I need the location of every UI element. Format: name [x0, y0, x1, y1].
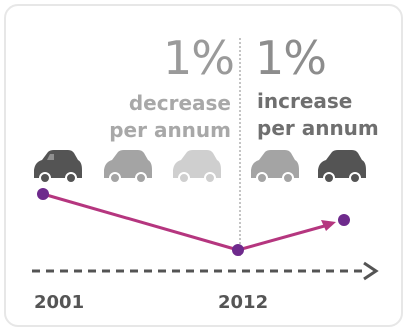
car-icon — [34, 150, 82, 184]
year-end: 2012 — [218, 292, 269, 313]
start-marker — [37, 188, 49, 200]
low-marker — [232, 244, 244, 256]
timeline-arrowhead-icon — [363, 261, 379, 281]
divider — [239, 38, 241, 256]
decrease-percent: 1% — [163, 31, 235, 85]
car-icon — [251, 150, 299, 184]
increase-label-line2: per annum — [257, 116, 379, 140]
trend-arrowhead-icon — [321, 220, 336, 231]
car-icon — [104, 150, 152, 184]
decrease-trend-line — [42, 192, 239, 252]
increase-label-line1: increase — [257, 89, 353, 113]
decrease-label-line1: decrease — [128, 91, 231, 115]
decrease-label-line2: per annum — [109, 118, 231, 142]
increase-trend-line — [237, 223, 329, 252]
car-icon — [318, 150, 366, 184]
end-marker — [338, 214, 350, 226]
year-start: 2001 — [34, 292, 85, 313]
car-icon — [173, 150, 221, 184]
increase-label: increase per annum — [257, 88, 379, 142]
increase-percent: 1% — [255, 31, 327, 85]
decrease-label: decrease per annum — [109, 90, 231, 144]
